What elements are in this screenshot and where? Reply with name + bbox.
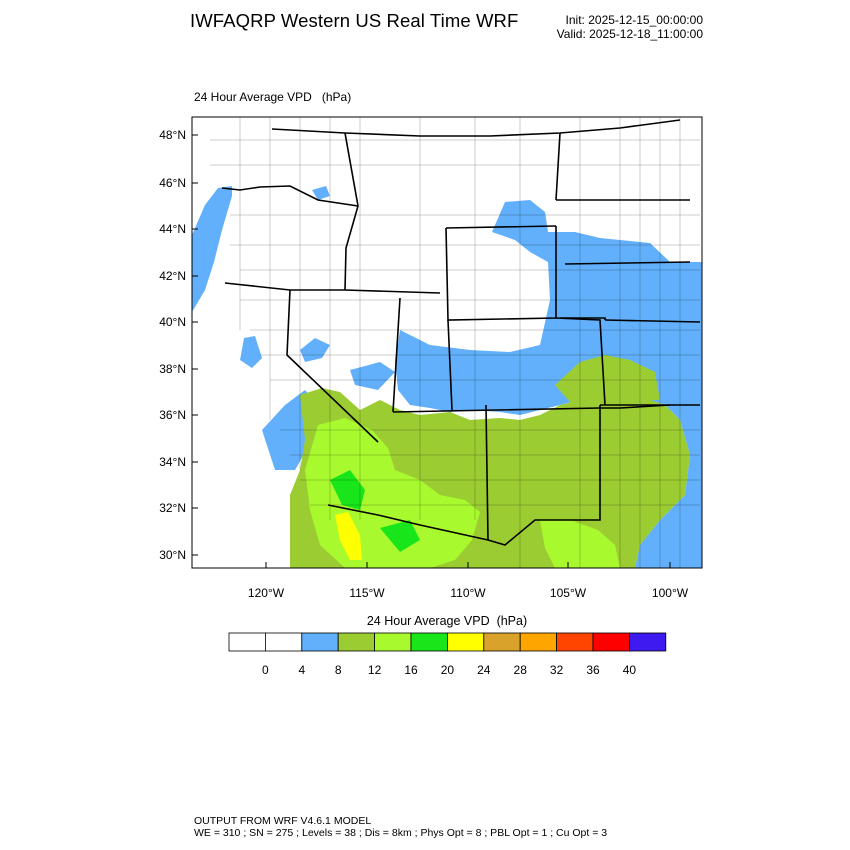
or-ca-nv-border [224, 282, 441, 294]
colorbar-swatch [519, 632, 558, 652]
valid-time: Valid: 2025-12-18_11:00:00 [556, 27, 703, 41]
vpd-blue-pacific [192, 186, 232, 312]
colorbar-label: 8 [335, 663, 342, 677]
colorbar-label: 28 [514, 663, 528, 677]
lon-axis: 120°W 115°W 110°W 105°W 100°W [248, 562, 689, 600]
lat-tick-label: 48°N [159, 128, 186, 142]
init-time: Init: 2025-12-15_00:00:00 [565, 13, 703, 27]
lat-tick-label: 38°N [159, 362, 186, 376]
lat-tick-label: 36°N [159, 408, 186, 422]
idaho-west-border [344, 132, 359, 291]
wyoming-box [445, 226, 557, 321]
county-lines [210, 117, 700, 568]
lon-tick-label: 105°W [550, 586, 587, 600]
plot-title: IWFAQRP Western US Real Time WRF [190, 10, 519, 31]
four-corners-east [392, 404, 671, 413]
lat-tick-label: 44°N [159, 222, 186, 236]
colorbar-swatch [410, 632, 448, 652]
wa-or-border [221, 185, 359, 207]
field-label: 24 Hour Average VPD (hPa) [194, 90, 352, 104]
colorbar-swatch [264, 632, 303, 652]
colorbar-label: 32 [550, 663, 564, 677]
colorbar-label: 4 [298, 663, 305, 677]
colorbar-title: 24 Hour Average VPD (hPa) [366, 614, 528, 628]
vpd-yellow-baja [335, 512, 362, 560]
colorbar-label: 16 [404, 663, 418, 677]
dakotas-nebraska [555, 132, 691, 320]
lat-tick-label: 32°N [159, 501, 186, 515]
lat-axis: 48°N 46°N 44°N 42°N 40°N 38°N 36°N 34°N 32°N 30°N [159, 128, 198, 562]
colorbar-swatch [592, 632, 630, 652]
colorbar-label: 0 [262, 663, 269, 677]
lat-tick-label: 34°N [159, 455, 186, 469]
vpd-green-rockies [555, 355, 660, 402]
mexico-border [327, 504, 489, 541]
colorbar-label: 36 [586, 663, 600, 677]
colorbar-label: 20 [441, 663, 455, 677]
lon-tick-label: 120°W [248, 586, 285, 600]
footer-model: OUTPUT FROM WRF V4.6.1 MODEL [194, 815, 372, 827]
lon-tick-label: 100°W [652, 586, 689, 600]
colorbar-swatch [446, 632, 485, 652]
colorbar: 0 4 8 12 16 20 24 28 32 36 40 [228, 632, 667, 677]
lat-tick-label: 40°N [159, 315, 186, 329]
vpd-blue-calcoast [240, 336, 262, 368]
vpd-blue-plains [395, 200, 702, 568]
vpd-blue-utah [300, 338, 330, 362]
vpd-blue-nv [350, 362, 395, 390]
texas-outline [487, 405, 601, 546]
colorbar-swatch [301, 632, 339, 652]
colorbar-swatch [337, 632, 376, 652]
colorbar-swatch [228, 632, 266, 652]
az-nm-border [485, 404, 489, 541]
lat-tick-label: 30°N [159, 548, 186, 562]
lat-tick-label: 42°N [159, 269, 186, 283]
montana-south [445, 225, 557, 229]
footer-config: WE = 310 ; SN = 275 ; Levels = 38 ; Dis … [194, 827, 608, 839]
vpd-brightgreen-mex [380, 520, 420, 552]
lon-tick-label: 110°W [450, 586, 486, 600]
map-field [192, 117, 702, 568]
vpd-blue-idaho [312, 186, 330, 200]
lat-tick-label: 46°N [159, 176, 186, 190]
colorbar-swatch [374, 632, 412, 652]
colorbar-label: 24 [477, 663, 491, 677]
colorbar-swatch [556, 632, 594, 652]
colorbar-swatch [629, 632, 667, 652]
lon-tick-label: 115°W [349, 586, 385, 600]
colorbar-swatch [483, 632, 521, 652]
colorbar-label: 40 [623, 663, 637, 677]
map-frame [191, 116, 703, 569]
colorbar-label: 12 [368, 663, 382, 677]
kansas-oklahoma [600, 319, 701, 406]
